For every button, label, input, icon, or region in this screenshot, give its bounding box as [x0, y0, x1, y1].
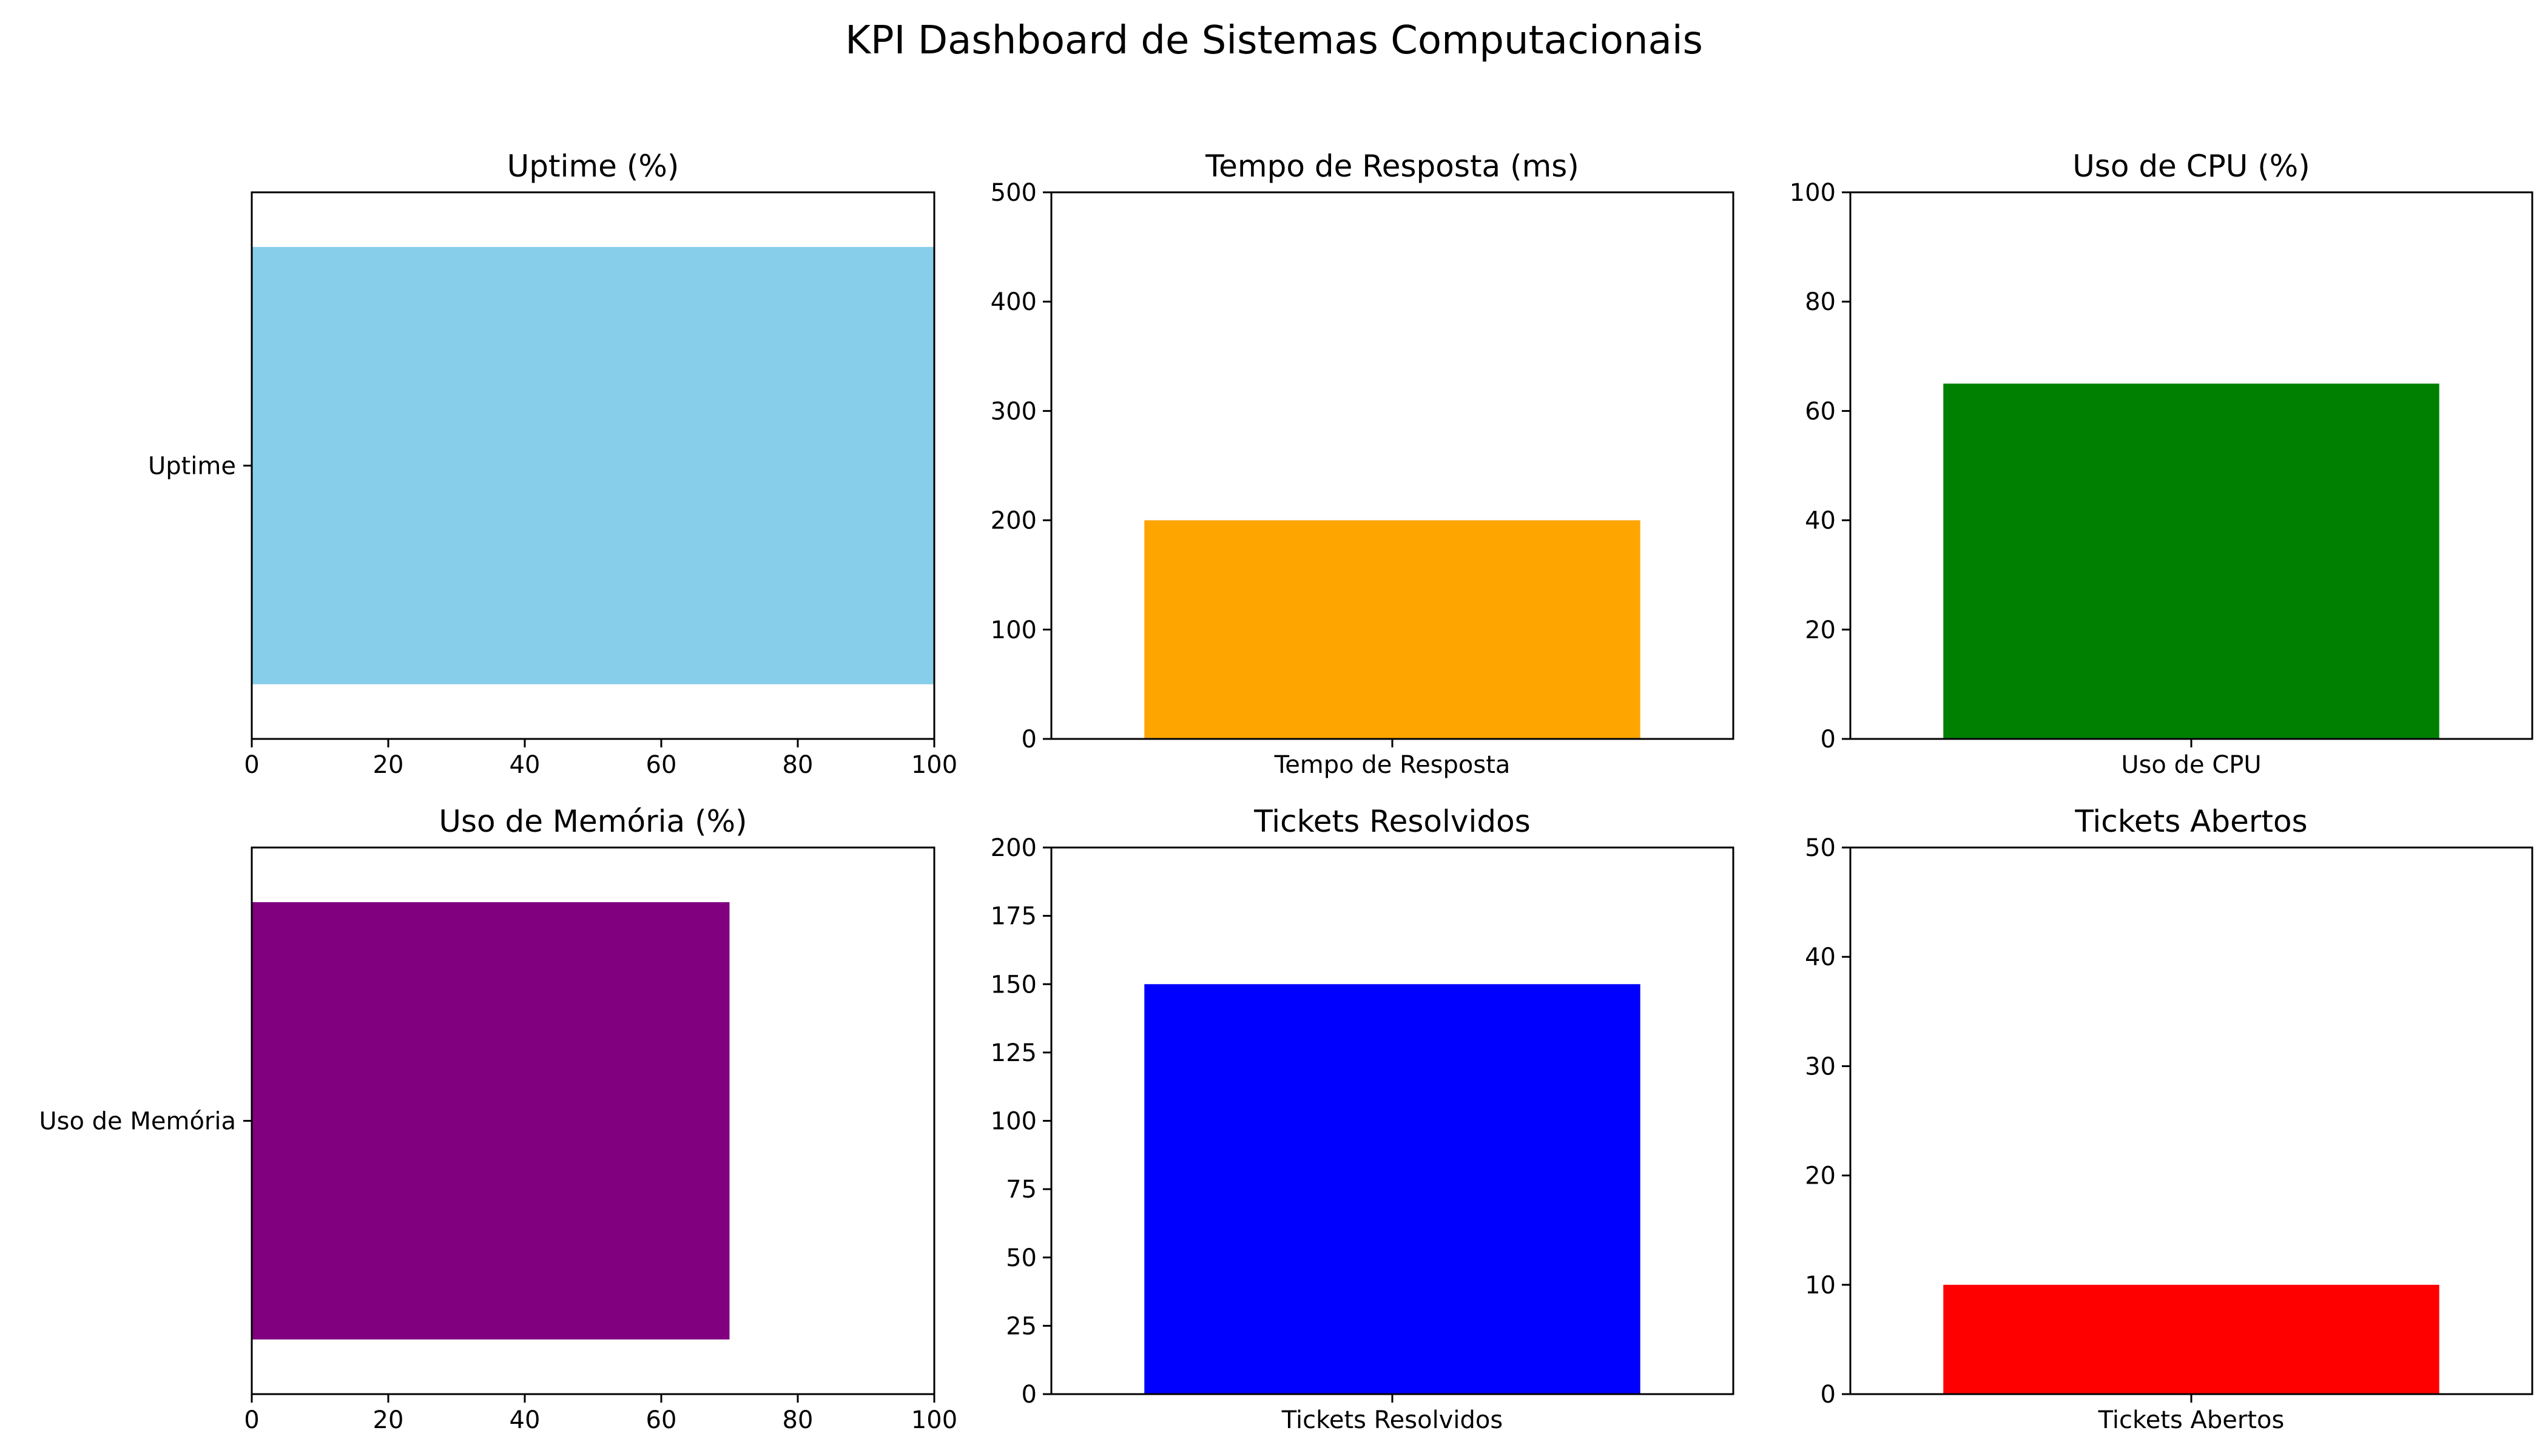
y-tick-label: 50: [1006, 1244, 1037, 1272]
y-tick-label: 40: [1805, 943, 1836, 971]
dashboard-title: KPI Dashboard de Sistemas Computacionais: [845, 18, 1703, 63]
chart-panel: Uptime (%) 0 20 40 60 80 100 Uptime: [148, 149, 957, 779]
x-tick-label: 100: [911, 1406, 957, 1434]
axes-frame: [1849, 191, 2533, 740]
y-tick-label: 100: [1790, 179, 1836, 207]
category-label: Uso de CPU: [2121, 751, 2261, 779]
x-tick-label: 100: [911, 751, 957, 779]
category-label: Tickets Resolvidos: [1281, 1406, 1503, 1434]
y-tick-label: 0: [1022, 1381, 1037, 1409]
bar: [252, 902, 730, 1340]
x-tick-label: 20: [373, 751, 404, 779]
y-tick-label: 20: [1805, 616, 1836, 644]
bar: [1144, 520, 1640, 739]
x-tick-label: 0: [244, 1406, 259, 1434]
bar: [252, 247, 934, 684]
x-tick-label: 40: [510, 1406, 541, 1434]
y-tick-label: 75: [1006, 1176, 1037, 1204]
y-tick-label: 0: [1821, 1381, 1836, 1409]
x-tick-label: 20: [373, 1406, 404, 1434]
y-tick-label: 200: [991, 834, 1037, 862]
chart-panel: Tickets Resolvidos 0 25 50 75 100 125 150 175 200…: [991, 804, 1734, 1434]
axes-frame: [1050, 846, 1734, 1395]
chart-title: Tickets Abertos: [2074, 804, 2307, 839]
category-label: Tickets Abertos: [2098, 1406, 2285, 1434]
axes-frame: [251, 191, 935, 740]
y-tick-label: 80: [1805, 288, 1836, 316]
y-tick-label: 500: [991, 179, 1037, 207]
y-tick-label: 60: [1805, 397, 1836, 425]
chart-panel: Tickets Abertos 0 10 20 30 40 50 Tickets Aberto…: [1805, 804, 2533, 1434]
y-tick-label: 20: [1805, 1162, 1836, 1190]
y-tick-label: 100: [991, 1108, 1037, 1136]
chart-title: Uptime (%): [507, 149, 679, 184]
x-tick-label: 80: [783, 751, 814, 779]
x-tick-label: 60: [646, 751, 677, 779]
y-tick-label: 400: [991, 288, 1037, 316]
x-tick-label: 80: [783, 1406, 814, 1434]
y-tick-label: 300: [991, 397, 1037, 425]
chart-panel: Uso de Memória (%) 0 20 40 60 80 100 Uso de Mem…: [39, 804, 957, 1434]
axes-frame: [1050, 191, 1734, 740]
y-tick-label: 50: [1805, 834, 1836, 862]
y-tick-label: 0: [1821, 726, 1836, 753]
axes-frame: [251, 846, 935, 1395]
y-tick-label: 0: [1022, 726, 1037, 753]
category-label: Uptime: [148, 453, 236, 480]
chart-panel: Uso de CPU (%) 0 20 40 60 80 100 Uso de CPU: [1790, 149, 2533, 779]
bar: [1943, 1284, 2439, 1394]
bar: [1943, 383, 2439, 739]
chart-title: Tickets Resolvidos: [1253, 804, 1531, 839]
x-tick-label: 60: [646, 1406, 677, 1434]
chart-title: Uso de Memória (%): [439, 804, 747, 839]
y-tick-label: 40: [1805, 507, 1836, 535]
y-tick-label: 200: [991, 507, 1037, 535]
chart-panel: Tempo de Resposta (ms) 0 100 200 300 400 500 Te…: [991, 149, 1734, 779]
y-tick-label: 150: [991, 971, 1037, 999]
y-tick-label: 10: [1805, 1272, 1836, 1299]
x-tick-label: 40: [510, 751, 541, 779]
y-tick-label: 30: [1805, 1053, 1836, 1080]
y-tick-label: 175: [991, 903, 1037, 931]
bar: [1144, 984, 1640, 1394]
chart-title: Tempo de Resposta (ms): [1205, 149, 1579, 184]
axes-frame: [1849, 846, 2533, 1395]
chart-title: Uso de CPU (%): [2072, 149, 2310, 184]
y-tick-label: 100: [991, 616, 1037, 644]
category-label: Uso de Memória: [39, 1108, 236, 1136]
y-tick-label: 25: [1006, 1312, 1037, 1340]
x-tick-label: 0: [244, 751, 259, 779]
category-label: Tempo de Resposta: [1274, 751, 1511, 779]
y-tick-label: 125: [991, 1039, 1037, 1067]
